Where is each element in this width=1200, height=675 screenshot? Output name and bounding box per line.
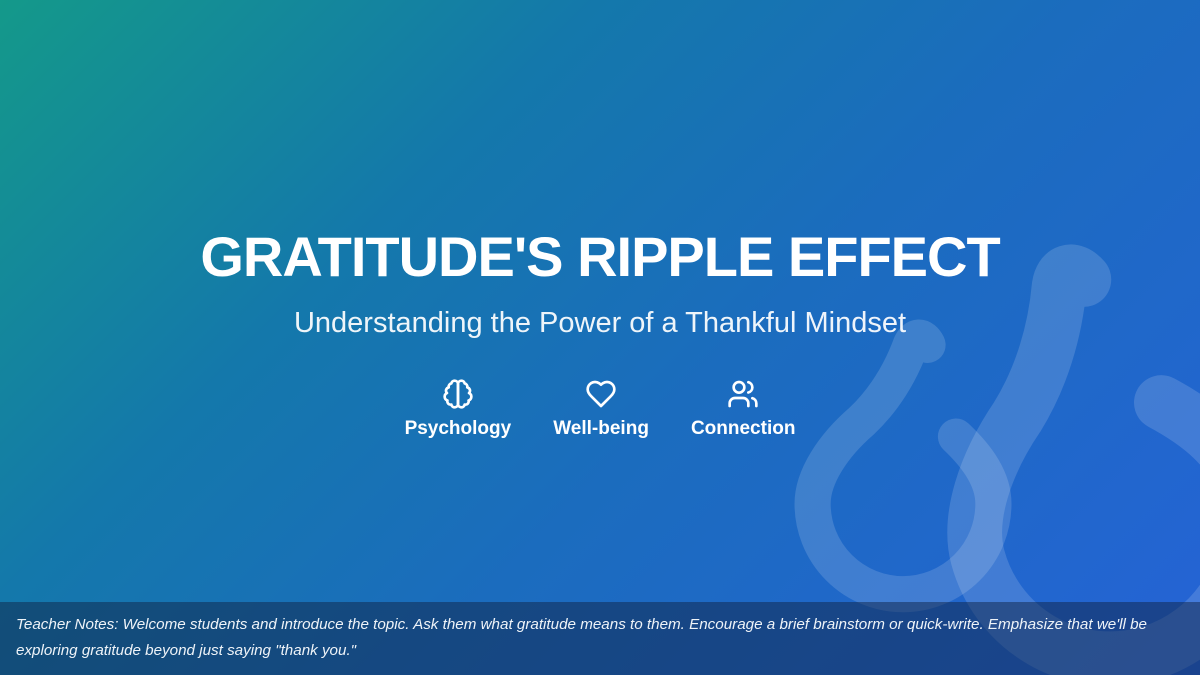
slide-title: GRATITUDE'S RIPPLE EFFECT [200,225,1000,288]
feature-row: Psychology Well-being Connection [0,378,1200,440]
feature-psychology: Psychology [404,378,512,440]
water-droplet-watermark-small [794,319,1012,613]
feature-connection: Connection [690,378,796,440]
brain-icon [443,379,473,409]
feature-label-connection: Connection [690,418,796,439]
heart-icon [586,380,616,408]
users-icon [728,380,758,408]
feature-label-psychology: Psychology [404,418,512,439]
teacher-notes-text: Teacher Notes: Welcome students and intr… [16,616,1147,659]
feature-label-wellbeing: Well-being [553,418,649,439]
feature-wellbeing: Well-being [553,378,649,440]
teacher-notes-bar: Teacher Notes: Welcome students and intr… [0,602,1200,675]
slide-subtitle: Understanding the Power of a Thankful Mi… [293,307,907,339]
